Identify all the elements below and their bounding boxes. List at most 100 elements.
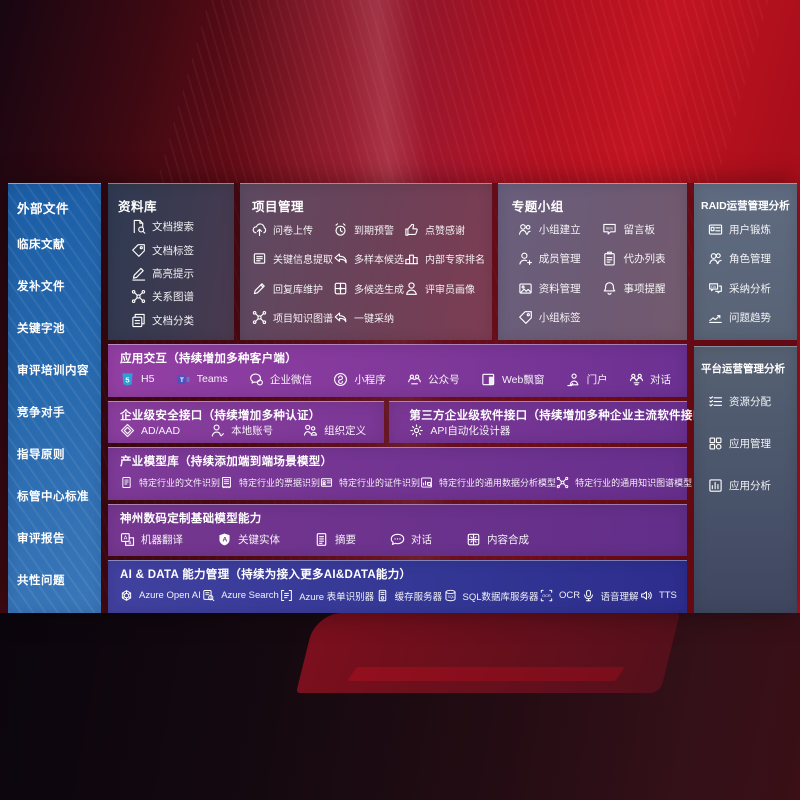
third-party-interface-list: API自动化设计器 xyxy=(409,423,677,440)
feature-label: 应用分析 xyxy=(729,480,771,492)
feature-item: Azure Open AI xyxy=(120,589,201,602)
local-account-icon xyxy=(210,423,225,438)
svg-text:OCR: OCR xyxy=(542,593,551,598)
feature-label: 多候选生成 xyxy=(354,284,404,296)
feature-item: 应用分析 xyxy=(708,478,793,493)
svg-text:a: a xyxy=(128,540,131,546)
feature-item: 特定行业的票据识别 xyxy=(220,476,320,489)
feature-item: BBS 留言板 xyxy=(602,222,681,237)
svg-text:SQL: SQL xyxy=(447,595,454,599)
feature-label: 机器翻译 xyxy=(141,533,183,546)
feature-item: 缓存服务器 xyxy=(376,589,443,603)
bell-icon xyxy=(602,281,617,296)
tag-icon xyxy=(518,310,533,325)
external-file-item: 竞争对手 xyxy=(17,404,95,420)
cache-server-icon xyxy=(376,589,389,602)
security-interface-title: 企业级安全接口（持续增加多种认证） xyxy=(120,409,321,422)
person-icon xyxy=(404,281,419,296)
feature-label: 采纳分析 xyxy=(729,282,771,295)
item-label: 共性问题 xyxy=(17,575,65,587)
feature-label: 企业微信 xyxy=(270,373,312,386)
portal-icon xyxy=(566,372,581,387)
feature-label: 小组标签 xyxy=(538,311,581,324)
top-row: 资料库 文档搜索 文档标签 高亮提示 xyxy=(108,183,687,340)
feature-item: 成员管理 xyxy=(518,251,603,266)
feature-item: 对话 xyxy=(629,372,671,387)
feature-label: 留言板 xyxy=(623,224,655,237)
feature-label: 文档标签 xyxy=(152,244,194,257)
repository-panel: 资料库 文档搜索 文档标签 高亮提示 xyxy=(108,183,234,340)
feature-label: 特定行业的票据识别 xyxy=(239,477,321,488)
speech-icon xyxy=(582,589,595,602)
feature-item: 公众号 xyxy=(407,372,460,387)
item-label: 指导原则 xyxy=(17,449,65,461)
summary-icon xyxy=(314,532,329,547)
feature-label: 高亮提示 xyxy=(152,267,194,280)
id-card-icon xyxy=(708,222,723,237)
feature-label: 特定行业的证件识别 xyxy=(339,477,421,488)
knowledge-graph-icon xyxy=(131,289,146,304)
feature-label: 缓存服务器 xyxy=(394,591,443,603)
feature-label: 用户锻炼 xyxy=(729,224,771,237)
idcard-recognize-icon xyxy=(320,476,333,489)
thumbs-up-icon xyxy=(404,222,419,237)
api-gear-icon xyxy=(409,423,424,438)
industry-models-row: 产业模型库（持续添加端到端场景模型） 特定行业的文件识别 特定行业的票据识别 特… xyxy=(108,447,692,500)
item-label: 审评报告 xyxy=(17,533,65,545)
topic-groups-list: 小组建立 BBS 留言板 成员管理 代办列表 资料管理 xyxy=(512,215,681,332)
qa-chat-icon: QA xyxy=(708,281,723,296)
item-label: 竞争对手 xyxy=(17,407,65,419)
ad-icon xyxy=(120,423,135,438)
feature-label: 门户 xyxy=(586,373,608,386)
teams-icon: T xyxy=(176,372,191,387)
external-files-list: 临床文献 发补文件 关键字池 审评培训内容 竞争对手 指导原则 标管中心标准 审… xyxy=(17,223,95,601)
feature-item: Web飘窗 xyxy=(481,372,544,387)
feature-item: TTS xyxy=(640,589,677,602)
base-model-capability-title: 神州数码定制基础模型能力 xyxy=(120,512,262,525)
feature-item: 评审员画像 xyxy=(404,281,485,296)
dialog-icon xyxy=(629,372,644,387)
external-file-item: 发补文件 xyxy=(17,278,95,294)
feature-item: SQL SQL数据库服务器 xyxy=(444,589,539,603)
feature-item: Azure Search xyxy=(202,589,279,602)
feature-item: 代办列表 xyxy=(602,251,681,266)
feature-item: 用户锻炼 xyxy=(708,222,793,237)
feature-item: 一键采纳 xyxy=(333,310,404,325)
project-management-panel: 项目管理 问卷上传 到期预警 点赞感谢 xyxy=(240,183,492,340)
cloud-upload-icon xyxy=(252,222,267,237)
svg-text:A: A xyxy=(124,535,128,541)
checklist-icon xyxy=(708,394,723,409)
feature-item: 组织定义 xyxy=(303,423,366,438)
materials-icon xyxy=(518,281,533,296)
feature-label: 关系图谱 xyxy=(152,291,194,304)
app-interaction-title: 应用交互（持续增加多种客户端） xyxy=(120,353,297,365)
chat-icon xyxy=(390,532,405,547)
entity-shield-icon: A xyxy=(217,532,232,547)
ai-data-capability-row: AI & DATA 能力管理（持续为接入更多AI&DATA能力） Azure O… xyxy=(108,560,687,613)
item-label: 关键字池 xyxy=(17,323,65,335)
bbs-icon: BBS xyxy=(602,222,617,237)
feature-item: 回复库维护 xyxy=(252,281,333,296)
external-file-item: 临床文献 xyxy=(17,236,95,252)
roles-icon xyxy=(708,251,723,266)
adopt-arrow-icon xyxy=(333,310,348,325)
feature-item: 应用管理 xyxy=(708,436,793,451)
third-party-interface-title: 第三方企业级软件接口（持续增加多种企业主流软件接口） xyxy=(409,409,717,422)
feature-item: 特定行业的文件识别 xyxy=(120,476,220,489)
feature-item: 关键信息提取 xyxy=(252,251,333,266)
doc-search-icon xyxy=(131,219,146,234)
feature-item: 企业微信 xyxy=(249,372,312,387)
third-party-interface-panel: 第三方企业级软件接口（持续增加多种企业主流软件接口） API自动化设计器 xyxy=(389,400,717,444)
feature-label: 小程序 xyxy=(354,373,386,386)
feature-item: 高亮提示 xyxy=(131,266,228,281)
feature-label: SQL数据库服务器 xyxy=(462,591,539,603)
external-file-item: 共性问题 xyxy=(17,572,95,588)
feature-label: 文档搜索 xyxy=(152,221,194,234)
azure-search-icon xyxy=(202,589,215,602)
industry-models-title: 产业模型库（持续添加端到端场景模型） xyxy=(120,456,333,469)
feature-label: 关键实体 xyxy=(238,533,280,546)
feature-item: 特定行业的通用数据分析模型 xyxy=(420,476,556,489)
openai-icon xyxy=(120,589,133,602)
feature-item: API自动化设计器 xyxy=(409,423,510,438)
